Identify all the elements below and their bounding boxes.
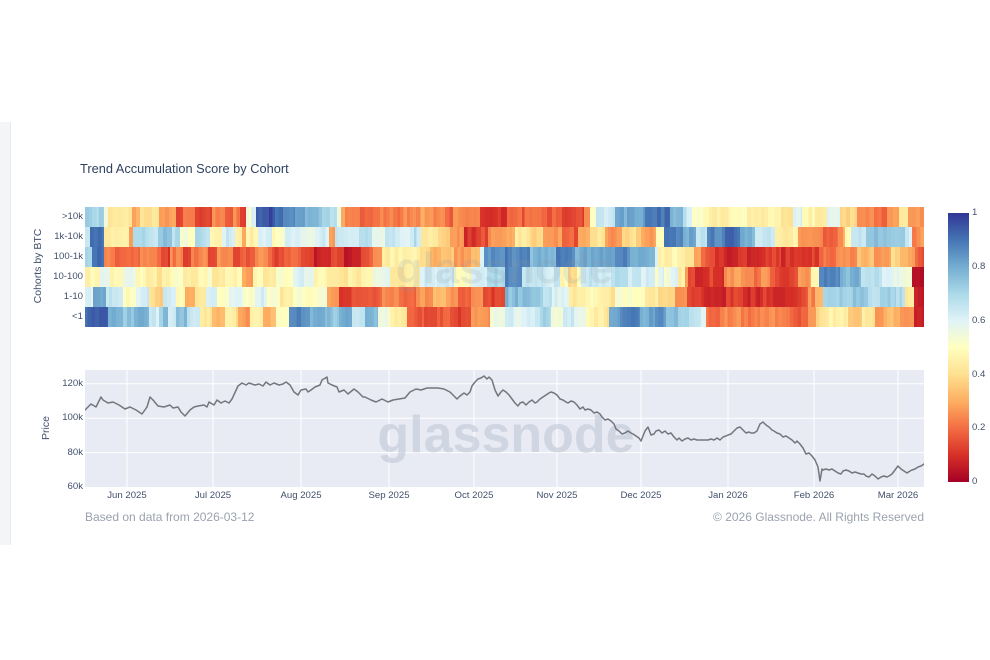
svg-text:glassnode: glassnode	[377, 406, 634, 464]
